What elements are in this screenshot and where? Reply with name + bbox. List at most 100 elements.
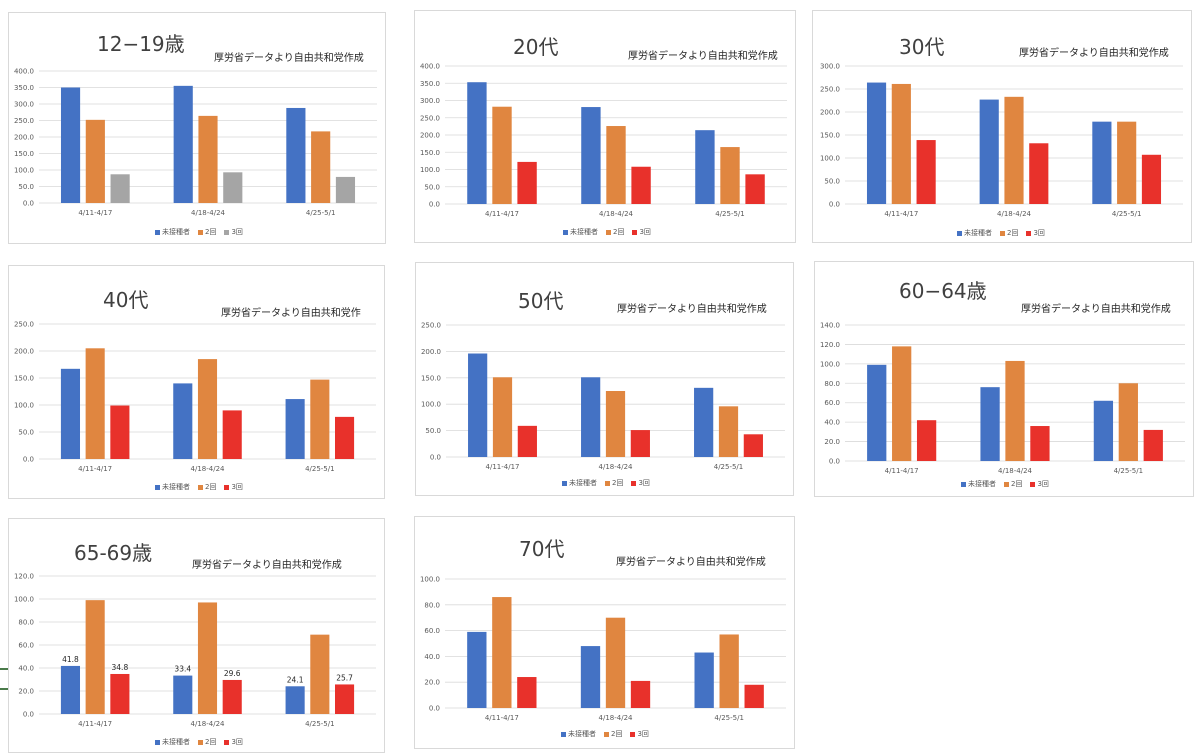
y-tick-label: 100.0 — [14, 596, 34, 604]
chart-title: 70代 — [519, 537, 565, 561]
bar-chart: 0.0 20.0 40.0 60.0 80.0 100.0 4/11-4/17 4/18-4/… — [420, 576, 786, 722]
legend-label: 3回 — [231, 738, 243, 746]
source-note: 厚労省データより自由共和党作成 — [1019, 48, 1169, 59]
legend-label: 未接種者 — [569, 479, 597, 487]
bar-dose-2 — [605, 391, 626, 457]
chart-panel-65-69: 65-69歳 厚労省データより自由共和党作成 0.0 20.0 40.0 60.0 80… — [8, 518, 385, 753]
legend-swatch — [224, 739, 230, 745]
y-tick-label: 250.0 — [421, 322, 441, 330]
x-tick-label: 4/25-5/1 — [1114, 467, 1144, 475]
y-tick-label: 200.0 — [420, 132, 440, 140]
x-tick-label: 4/25-5/1 — [714, 463, 744, 471]
x-tick-label: 4/18-4/24 — [599, 463, 634, 471]
bar-dose-3 — [630, 680, 651, 708]
bar-unvaccinated — [1093, 400, 1114, 461]
legend-label: 3回 — [231, 483, 243, 491]
bar-unvaccinated — [467, 82, 487, 204]
y-tick-label: 80.0 — [424, 601, 440, 609]
bar-unvaccinated — [285, 399, 305, 459]
y-tick-label: 150.0 — [14, 150, 34, 158]
legend-item-dose-2: 2回 — [604, 729, 622, 739]
x-tick-label: 4/18-4/24 — [998, 467, 1033, 475]
legend-item-dose-2: 2回 — [198, 482, 216, 492]
legend-swatch — [198, 739, 203, 745]
y-tick-label: 20.0 — [424, 679, 440, 687]
x-tick-label: 4/11-4/17 — [486, 463, 520, 471]
bar-dose-2 — [718, 406, 739, 457]
x-tick-label: 4/18-4/24 — [599, 210, 634, 218]
x-tick-label: 4/11-4/17 — [78, 465, 112, 473]
y-tick-label: 100.0 — [420, 166, 440, 174]
data-label: 25.7 — [336, 673, 353, 682]
bar-unvaccinated — [173, 675, 193, 714]
y-tick-label: 20.0 — [824, 438, 840, 446]
bar-dose-3 — [517, 161, 537, 204]
legend-swatch — [1004, 481, 1009, 487]
x-tick-label: 4/25-5/1 — [305, 720, 335, 728]
bar-unvaccinated — [866, 82, 887, 204]
y-tick-label: 150.0 — [820, 132, 840, 140]
bar-unvaccinated — [285, 686, 305, 714]
x-tick-label: 4/25-5/1 — [715, 210, 745, 218]
bar-dose-2 — [310, 379, 330, 459]
source-note: 厚労省データより自由共和党作成 — [617, 304, 767, 315]
y-tick-label: 50.0 — [18, 429, 34, 437]
legend-label: 2回 — [205, 228, 217, 236]
data-label: 41.8 — [62, 655, 79, 664]
edge-decoration — [0, 668, 8, 670]
legend-swatch — [605, 480, 610, 486]
legend-label: 未接種者 — [570, 228, 598, 236]
chart-legend: 未接種者 2回 3回 — [957, 228, 1045, 238]
bar-dose-3 — [110, 673, 130, 714]
y-tick-label: 0.0 — [430, 454, 441, 462]
legend-swatch — [632, 229, 638, 235]
bar-dose-2 — [891, 83, 911, 204]
legend-label: 3回 — [637, 730, 649, 738]
legend-swatch — [155, 484, 160, 490]
y-tick-label: 300.0 — [820, 63, 840, 71]
y-tick-label: 80.0 — [824, 380, 840, 388]
y-tick-label: 100.0 — [14, 167, 34, 175]
y-tick-label: 250.0 — [14, 117, 34, 125]
y-tick-label: 350.0 — [420, 80, 440, 88]
bar-dose-2 — [492, 106, 512, 204]
source-note: 厚労省データより自由共和党作成 — [192, 560, 342, 571]
bar-dose-2 — [720, 147, 740, 204]
y-tick-label: 60.0 — [424, 627, 440, 635]
legend-swatch — [563, 229, 568, 235]
chart-title: 30代 — [899, 35, 945, 59]
legend-swatch — [198, 229, 203, 235]
bar-unvaccinated — [581, 107, 601, 204]
legend-label: 未接種者 — [568, 730, 596, 738]
x-tick-label: 4/11-4/17 — [78, 209, 112, 217]
chart-panel-30s: 30代 厚労省データより自由共和党作成 0.0 50.0 100.0 150.0 200… — [812, 10, 1192, 243]
y-tick-label: 150.0 — [420, 149, 440, 157]
bar-dose-3 — [745, 174, 765, 204]
legend-swatch — [604, 731, 609, 737]
bar-unvaccinated — [867, 364, 887, 461]
bar-unvaccinated — [581, 377, 601, 457]
bar-dose-2 — [85, 600, 105, 714]
chart-legend: 未接種者 2回 3回 — [562, 478, 650, 488]
legend-item-dose-3: 3回 — [632, 227, 651, 237]
bar-unvaccinated — [1092, 121, 1112, 204]
bar-unvaccinated — [173, 85, 193, 203]
data-label: 34.8 — [112, 663, 129, 672]
legend-item-dose-3: 3回 — [224, 482, 243, 492]
legend-item-unvaccinated: 未接種者 — [155, 227, 190, 237]
y-tick-label: 120.0 — [820, 341, 840, 349]
y-tick-label: 40.0 — [18, 665, 34, 673]
data-label: 33.4 — [174, 665, 191, 674]
legend-label: 2回 — [1007, 229, 1019, 237]
bar-unvaccinated — [60, 368, 81, 459]
legend-label: 2回 — [612, 479, 624, 487]
y-tick-label: 50.0 — [18, 183, 34, 191]
chart-legend: 未接種者 2回 3回 — [561, 729, 649, 739]
legend-item-dose-3: 3回 — [631, 478, 650, 488]
chart-title: 12−19歳 — [97, 32, 185, 56]
bar-dose-2 — [1005, 360, 1025, 461]
y-tick-label: 250.0 — [14, 321, 34, 329]
source-note: 厚労省データより自由共和党作成 — [616, 557, 766, 568]
bar-dose-3 — [1141, 154, 1162, 204]
y-tick-label: 50.0 — [424, 183, 440, 191]
